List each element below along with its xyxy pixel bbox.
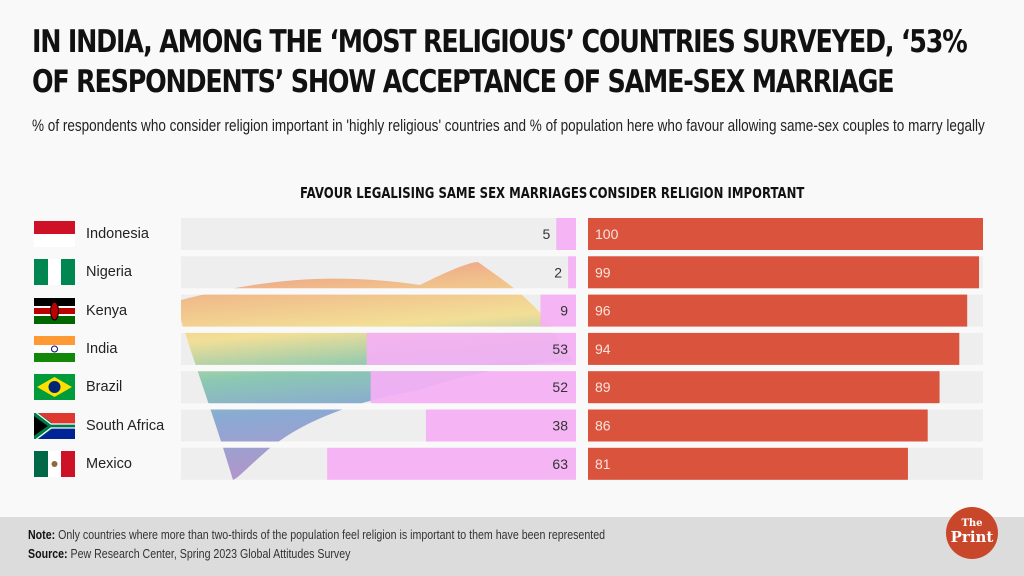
country-row: Nigeria [34, 256, 132, 288]
country-row: India [34, 333, 117, 365]
country-name: South Africa [86, 417, 165, 434]
religion-value-label: 81 [595, 456, 611, 472]
rainbow-flag-image [181, 262, 575, 480]
logo-the: The [961, 518, 983, 529]
religion-bar [588, 447, 908, 480]
country-name: Indonesia [86, 226, 149, 242]
favour-bar [327, 447, 576, 480]
religion-value-label: 89 [595, 379, 611, 395]
mexico-flag-icon [34, 450, 75, 477]
south-africa-flag-icon [34, 412, 75, 439]
country-row: Indonesia [34, 218, 149, 250]
religion-value-label: 96 [595, 303, 611, 319]
religion-value-label: 94 [595, 341, 611, 357]
nigeria-flag-icon [34, 259, 75, 286]
indonesia-flag-icon [34, 221, 75, 247]
favour-bar [370, 371, 576, 404]
country-name: Brazil [86, 379, 123, 396]
column-header-favour: Favour legalising same sex marriages [300, 184, 588, 202]
favour-value-label: 52 [552, 379, 568, 395]
religion-bar [588, 409, 928, 442]
country-name: Mexico [86, 455, 132, 472]
religion-value-label: 99 [595, 264, 611, 280]
favour-value-label: 63 [552, 456, 568, 472]
footer: Note: Only countries where more than two… [0, 517, 1024, 576]
favour-value-label: 2 [554, 264, 562, 280]
religion-bar [588, 371, 940, 404]
source-text: Source: Pew Research Center, Spring 2023… [28, 547, 350, 561]
chart-title: In India, among the ‘most religious’ cou… [32, 24, 968, 100]
country-row: South Africa [34, 410, 164, 442]
favour-value-label: 53 [552, 341, 568, 357]
theprint-logo: The Print [946, 507, 998, 559]
religion-bar [588, 332, 960, 365]
country-name: Kenya [86, 302, 128, 319]
favour-value-label: 38 [552, 418, 568, 434]
brazil-flag-icon [34, 374, 75, 401]
religion-value-label: 100 [595, 226, 619, 242]
favour-bar [425, 409, 576, 442]
note-text: Note: Only countries where more than two… [28, 528, 605, 542]
religion-value-label: 86 [595, 418, 611, 434]
favour-bar [366, 332, 576, 365]
chart-subtitle: % of respondents who consider religion i… [32, 117, 985, 135]
note-body: Only countries where more than two-third… [55, 528, 606, 542]
country-row: Kenya [34, 295, 127, 327]
country-name: Nigeria [86, 264, 132, 281]
favour-bar [540, 294, 576, 327]
religion-bar [588, 256, 980, 289]
religion-bar [588, 218, 983, 250]
note-label: Note: [28, 528, 56, 542]
source-label: Source: [28, 547, 68, 561]
column-header-religion: Consider religion important [589, 184, 805, 202]
favour-track [181, 218, 576, 250]
religion-bar [588, 294, 968, 327]
kenya-flag-icon [34, 297, 75, 324]
favour-value-label: 9 [560, 303, 568, 319]
favour-bar [568, 256, 576, 289]
favour-bar [556, 218, 576, 250]
country-name: India [86, 340, 118, 357]
favour-value-label: 5 [542, 226, 550, 242]
logo-print: Print [950, 528, 994, 546]
source-body: Pew Research Center, Spring 2023 Global … [67, 547, 351, 561]
country-row: Mexico [34, 448, 132, 480]
country-row: Brazil [34, 371, 122, 403]
india-flag-icon [34, 335, 75, 362]
